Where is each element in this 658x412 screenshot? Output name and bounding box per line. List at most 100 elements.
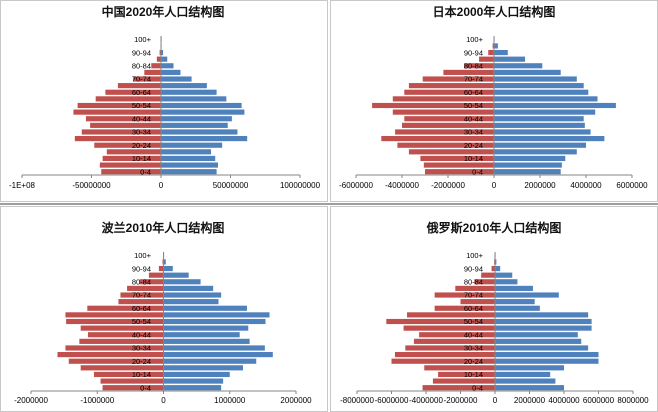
age-label-50-54: 50-54 [132, 317, 151, 326]
female-bar-45-49 [161, 109, 245, 115]
male-bar-90-94 [158, 265, 164, 272]
age-label-60-64: 60-64 [132, 304, 151, 313]
male-bar-75-79 [127, 285, 164, 291]
female-bar-90-94 [494, 49, 508, 56]
male-bar-0-4 [425, 169, 494, 175]
age-label-10-14: 10-14 [464, 154, 483, 163]
female-bar-70-74 [163, 292, 222, 298]
female-bar-80-84 [161, 63, 174, 69]
age-label-30-34: 30-34 [464, 344, 483, 353]
male-bar-90-94 [159, 49, 161, 56]
male-bar-40-44 [87, 332, 164, 338]
male-bar-25-29 [74, 136, 161, 142]
female-bar-30-34 [163, 345, 265, 351]
x-tick-label: 6000000 [583, 396, 615, 405]
female-bar-50-54 [494, 102, 616, 109]
age-label-50-54: 50-54 [464, 101, 483, 110]
female-bar-60-64 [494, 89, 589, 95]
female-bar-15-19 [163, 365, 243, 371]
female-bar-70-74 [495, 292, 559, 298]
male-bar-15-19 [80, 365, 164, 371]
female-bar-35-39 [161, 122, 228, 128]
female-bar-45-49 [495, 325, 592, 331]
male-bar-55-59 [95, 96, 161, 102]
age-label-20-24: 20-24 [132, 141, 151, 150]
male-bar-5-9 [432, 378, 495, 384]
x-tick-label: -4000000 [409, 396, 443, 405]
age-label-60-64: 60-64 [464, 88, 483, 97]
male-bar-25-29 [381, 136, 494, 142]
x-tick-label: -6000000 [375, 396, 409, 405]
age-label-0-4: 0-4 [472, 383, 483, 392]
male-bar-85-89 [479, 56, 494, 62]
female-bar-55-59 [161, 96, 227, 102]
male-bar-40-44 [419, 332, 495, 338]
male-bar-55-59 [407, 312, 495, 318]
x-tick-label: -4000000 [385, 181, 419, 190]
age-label-90-94: 90-94 [464, 48, 483, 57]
female-bar-35-39 [495, 338, 582, 344]
male-bar-25-29 [57, 352, 164, 358]
male-bar-5-9 [99, 162, 161, 168]
male-bar-0-4 [422, 385, 495, 391]
female-bar-80-84 [163, 279, 201, 285]
age-label-0-4: 0-4 [472, 167, 483, 176]
x-tick-label: 8000000 [617, 396, 649, 405]
chart-title: 中国2020年人口结构图 [102, 4, 225, 19]
age-label-70-74: 70-74 [132, 75, 151, 84]
female-bar-70-74 [161, 76, 192, 82]
female-bar-40-44 [161, 116, 232, 122]
male-bar-75-79 [455, 285, 495, 291]
female-bar-40-44 [495, 332, 578, 338]
female-bar-95-99 [495, 259, 497, 265]
age-label-90-94: 90-94 [132, 264, 151, 273]
female-bar-5-9 [163, 378, 224, 384]
female-bar-25-29 [494, 136, 605, 142]
x-tick-label: 0 [492, 181, 497, 190]
male-bar-85-89 [481, 272, 495, 278]
age-label-90-94: 90-94 [464, 264, 483, 273]
age-label-100+: 100+ [466, 251, 484, 260]
age-label-30-34: 30-34 [132, 344, 151, 353]
x-tick-label: 2000000 [524, 181, 556, 190]
female-bar-55-59 [495, 312, 589, 318]
male-bar-85-89 [148, 272, 164, 278]
female-bar-85-89 [163, 272, 189, 278]
female-bar-10-14 [161, 155, 216, 162]
male-bar-35-39 [79, 338, 164, 344]
male-bar-60-64 [434, 305, 496, 311]
x-tick-label: 0 [159, 181, 164, 190]
female-bar-75-79 [495, 285, 533, 291]
male-bar-40-44 [404, 116, 494, 122]
female-bar-35-39 [494, 122, 585, 128]
age-label-80-84: 80-84 [464, 61, 483, 70]
female-bar-35-39 [163, 338, 250, 344]
age-label-90-94: 90-94 [132, 48, 151, 57]
female-bar-80-84 [494, 63, 543, 69]
female-bar-30-34 [494, 129, 591, 135]
male-bar-70-74 [422, 76, 494, 82]
female-bar-80-84 [495, 279, 518, 285]
female-bar-0-4 [163, 385, 222, 391]
male-bar-25-29 [394, 352, 495, 358]
female-bar-25-29 [163, 352, 273, 358]
male-bar-65-69 [460, 299, 495, 305]
age-label-80-84: 80-84 [132, 277, 151, 286]
female-bar-65-69 [163, 299, 219, 305]
female-bar-90-94 [161, 49, 164, 56]
male-bar-10-14 [93, 371, 164, 378]
male-bar-60-64 [105, 89, 161, 95]
male-bar-75-79 [443, 69, 494, 75]
female-bar-40-44 [163, 332, 240, 338]
female-bar-70-74 [494, 76, 577, 82]
age-label-10-14: 10-14 [132, 370, 151, 379]
male-bar-95-99 [492, 43, 494, 49]
chart-title: 俄罗斯2010年人口结构图 [426, 220, 562, 235]
x-tick-label: 4000000 [548, 396, 580, 405]
age-label-50-54: 50-54 [132, 101, 151, 110]
age-label-80-84: 80-84 [464, 277, 483, 286]
age-label-40-44: 40-44 [132, 114, 151, 123]
female-bar-20-24 [161, 142, 223, 148]
chart-title: 日本2000年人口结构图 [433, 4, 556, 19]
